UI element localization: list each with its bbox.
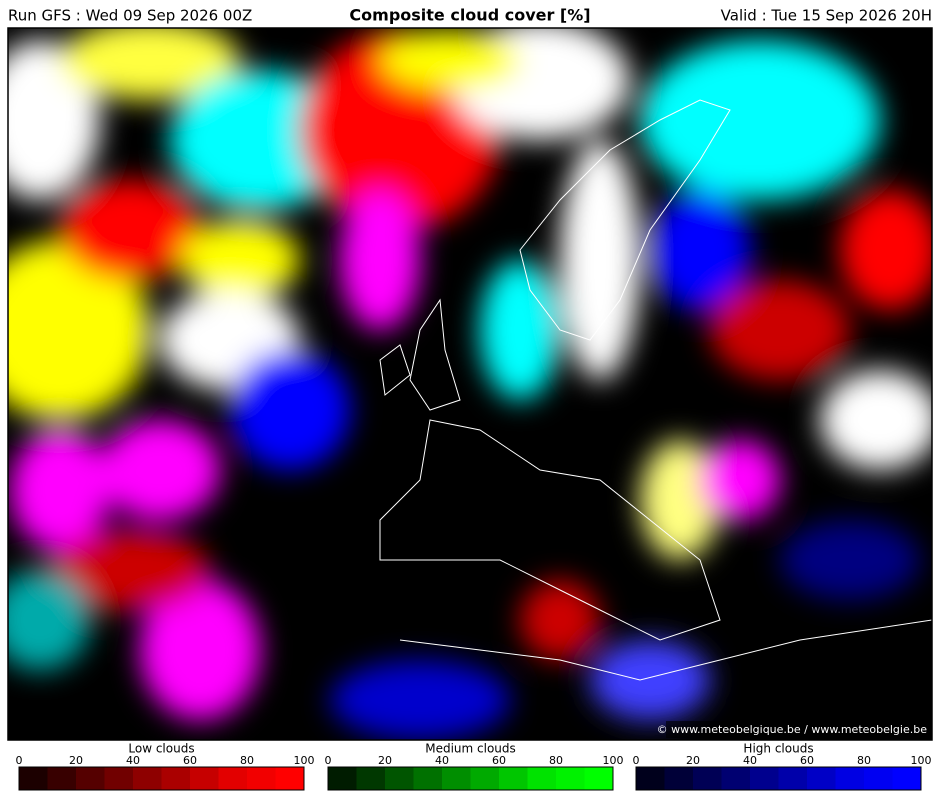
copyright: © www.meteobelgique.be / www.meteobelgie… — [657, 723, 928, 736]
color-swatch — [636, 767, 665, 790]
color-swatch — [442, 767, 471, 790]
color-swatch — [584, 767, 614, 790]
color-swatch — [161, 767, 191, 790]
legend-tick-label: 80 — [857, 754, 871, 767]
legend-tick-label: 80 — [240, 754, 254, 767]
legend-tick-label: 40 — [435, 754, 449, 767]
legend-tick-label: 20 — [686, 754, 700, 767]
legend-frame — [635, 766, 922, 791]
color-swatch — [275, 767, 305, 790]
legend-tick-label: 100 — [294, 754, 315, 767]
legend-tick-label: 60 — [183, 754, 197, 767]
copyright-bg — [666, 721, 930, 738]
color-swatch — [835, 767, 865, 790]
legend-tick-label: 20 — [69, 754, 83, 767]
legend-tick-label: 0 — [325, 754, 332, 767]
color-swatch — [76, 767, 105, 790]
map-title: Composite cloud cover [%] — [349, 6, 590, 25]
color-swatch — [807, 767, 836, 790]
legend-tick-label: 0 — [633, 754, 640, 767]
color-swatch — [190, 767, 219, 790]
color-swatch — [19, 767, 48, 790]
color-swatch — [556, 767, 585, 790]
color-swatch — [247, 767, 276, 790]
color-swatch — [721, 767, 751, 790]
color-swatch — [470, 767, 500, 790]
valid-label: Valid : Tue 15 Sep 2026 20H — [721, 7, 932, 25]
color-swatch — [328, 767, 357, 790]
legend-tick-label: 60 — [492, 754, 506, 767]
run-label: Run GFS : Wed 09 Sep 2026 00Z — [8, 7, 252, 25]
legend-tick-label: 80 — [549, 754, 563, 767]
legends: Low clouds 0 20 40 60 80 100 Medium clouds 0 20 40… — [16, 742, 932, 791]
color-swatch — [133, 767, 162, 790]
legend-tick-label: 100 — [603, 754, 624, 767]
legend-tick-label: 0 — [16, 754, 23, 767]
legend-tick-label: 100 — [911, 754, 932, 767]
color-swatch — [104, 767, 134, 790]
color-swatch — [413, 767, 443, 790]
legend-title: High clouds — [743, 742, 813, 756]
legend-tick-label: 20 — [378, 754, 392, 767]
color-swatch — [778, 767, 808, 790]
color-swatch — [664, 767, 694, 790]
color-swatch — [864, 767, 893, 790]
color-swatch — [218, 767, 248, 790]
color-swatch — [356, 767, 386, 790]
legend-tick-label: 40 — [126, 754, 140, 767]
legend-frame — [18, 766, 305, 791]
color-swatch — [499, 767, 528, 790]
legend-tick-label: 40 — [743, 754, 757, 767]
legend-frame — [327, 766, 614, 791]
color-swatch — [693, 767, 722, 790]
color-swatch — [527, 767, 557, 790]
legend-title: Low clouds — [128, 742, 194, 756]
map — [8, 28, 932, 740]
legend-title: Medium clouds — [425, 742, 516, 756]
color-swatch — [385, 767, 414, 790]
legend-tick-label: 60 — [800, 754, 814, 767]
color-swatch — [750, 767, 779, 790]
map-frame — [7, 27, 933, 741]
color-swatch — [892, 767, 922, 790]
color-swatch — [47, 767, 77, 790]
